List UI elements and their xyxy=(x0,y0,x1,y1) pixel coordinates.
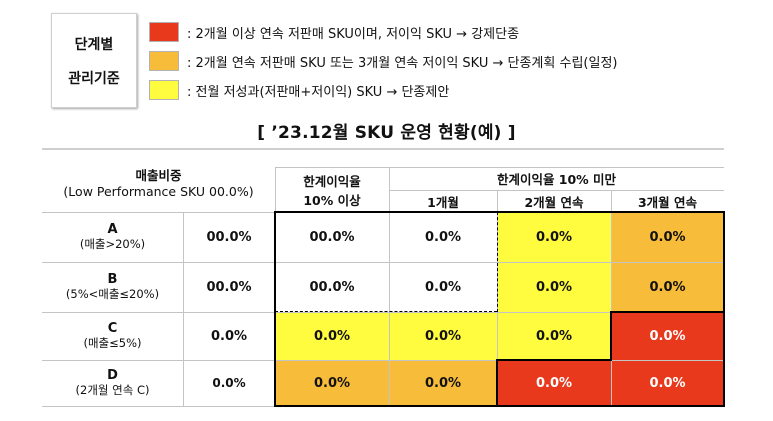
month-2-header: 2개월 연속 xyxy=(524,194,584,210)
bg-yellow-c xyxy=(275,312,611,360)
cell-b-2m: 0.0% xyxy=(535,279,573,295)
sales-share-title: 매출비중 xyxy=(135,168,182,183)
page-title: [ ’23.12월 SKU 운영 현황(예) ] xyxy=(257,123,516,143)
red-boundary-mid xyxy=(496,359,612,361)
red-boundary-top xyxy=(610,311,724,313)
grid-line xyxy=(389,190,724,191)
cell-a-over: 00.0% xyxy=(309,229,355,245)
grade-a: A xyxy=(107,222,118,237)
grade-a-desc: (매출>20%) xyxy=(79,237,146,251)
legend-text-orange: : 2개월 연속 저판매 SKU 또는 3개월 연속 저이익 SKU → 단종계… xyxy=(187,55,618,71)
bg-red-c-3m xyxy=(611,312,724,360)
grid-line xyxy=(389,167,390,406)
grid-line xyxy=(275,167,389,168)
legend-item-red: : 2개월 이상 연속 저판매 SKU이며, 저이익 SKU → 강제단종 xyxy=(149,22,519,42)
grade-b-desc: (5%<매출≤20%) xyxy=(65,287,160,301)
margin-over-line2: 10% 이상 xyxy=(303,192,361,208)
month-3-header: 3개월 연속 xyxy=(637,194,698,210)
cell-a-2m: 0.0% xyxy=(535,229,573,245)
cell-d-2m: 0.0% xyxy=(535,375,573,391)
margin-under-header: 한계이익율 10% 미만 xyxy=(496,172,617,187)
row-label-b: B (5%<매출≤20%) xyxy=(42,262,183,312)
cell-a-1m: 0.0% xyxy=(424,229,462,245)
legend-text-yellow: : 전월 저성과(저판매+저이익) SKU → 단종제안 xyxy=(187,84,450,100)
share-d: 0.0% xyxy=(212,376,246,390)
share-c: 0.0% xyxy=(210,328,248,344)
red-boundary-left xyxy=(610,311,612,361)
grid-line xyxy=(42,360,724,361)
orange-swatch-icon xyxy=(149,51,179,71)
legend-item-orange: : 2개월 연속 저판매 SKU 또는 3개월 연속 저이익 SKU → 단종계… xyxy=(149,51,617,71)
legend-item-yellow: : 전월 저성과(저판매+저이익) SKU → 단종제안 xyxy=(149,80,449,100)
margin-over-line1: 한계이익율 xyxy=(303,173,361,189)
cell-a-3m: 0.0% xyxy=(649,229,686,245)
cell-b-1m: 0.0% xyxy=(424,279,462,295)
dashed-boundary-vertical xyxy=(497,212,498,312)
criteria-label-line1: 단계별 xyxy=(74,36,114,53)
grade-c-desc: (매출≤5%) xyxy=(83,336,142,350)
matrix-outline xyxy=(274,211,725,407)
dashed-boundary-horizontal xyxy=(275,311,497,312)
criteria-label-line2: 관리기준 xyxy=(68,70,120,87)
table-top-divider xyxy=(42,148,724,150)
grade-b: B xyxy=(107,272,118,287)
grid-line xyxy=(389,167,724,168)
cell-b-3m: 0.0% xyxy=(649,279,686,295)
grid-line xyxy=(611,190,612,406)
margin-over-header: 한계이익율 10% 이상 xyxy=(275,167,389,212)
bg-red-d xyxy=(497,360,724,406)
month-1-header: 1개월 xyxy=(427,194,459,210)
grid-line xyxy=(42,406,275,407)
cell-c-over: 0.0% xyxy=(313,328,351,344)
bg-orange-d xyxy=(275,360,497,406)
grid-line xyxy=(275,167,276,212)
cell-b-over: 00.0% xyxy=(309,279,355,295)
row-label-c: C (매출≤5%) xyxy=(42,312,183,360)
cell-d-3m: 0.0% xyxy=(649,375,686,391)
row-label-d: D (2개월 연속 C) xyxy=(42,360,183,406)
red-swatch-icon xyxy=(149,22,179,42)
share-a: 00.0% xyxy=(206,229,252,245)
cell-c-1m: 0.0% xyxy=(424,328,462,344)
row-label-a: A (매출>20%) xyxy=(42,212,183,262)
grid-line xyxy=(183,212,184,406)
grade-d: D xyxy=(107,368,118,383)
legend-text-red: : 2개월 이상 연속 저판매 SKU이며, 저이익 SKU → 강제단종 xyxy=(187,26,520,42)
cell-d-1m: 0.0% xyxy=(424,375,462,391)
sales-share-sub: (Low Performance SKU 00.0%) xyxy=(63,184,254,199)
sales-share-header: 매출비중 (Low Performance SKU 00.0%) xyxy=(42,152,275,212)
cell-d-over: 0.0% xyxy=(313,375,351,391)
grade-c: C xyxy=(107,321,118,336)
management-criteria-box: 단계별 관리기준 xyxy=(51,13,137,108)
cell-c-3m: 0.0% xyxy=(649,328,686,344)
share-b: 00.0% xyxy=(206,279,252,295)
red-boundary-left2 xyxy=(496,359,498,406)
grid-line xyxy=(42,312,724,313)
grid-line xyxy=(42,262,724,263)
grade-d-desc: (2개월 연속 C) xyxy=(75,383,150,397)
yellow-swatch-icon xyxy=(149,80,179,100)
cell-c-2m: 0.0% xyxy=(535,328,573,344)
